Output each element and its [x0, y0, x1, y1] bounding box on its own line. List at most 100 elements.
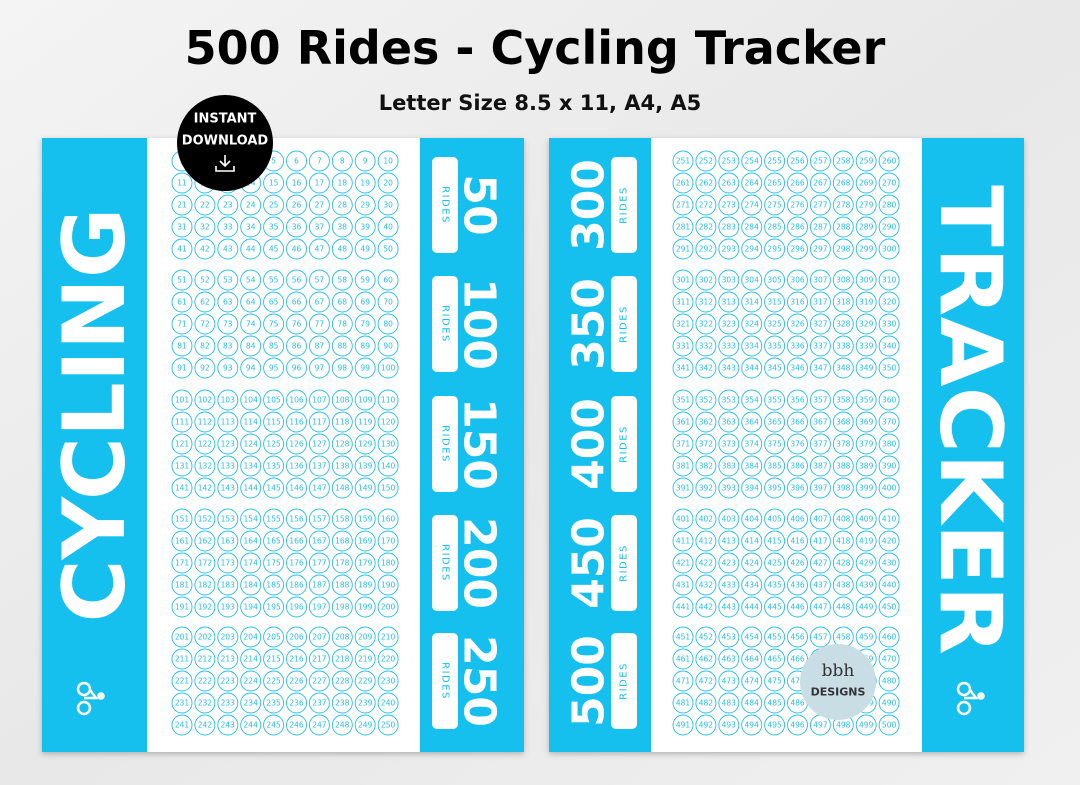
ride-number: 442: [699, 603, 714, 612]
ride-circle: [764, 648, 786, 670]
ride-circle: [240, 433, 262, 455]
ride-circle: [331, 389, 353, 411]
ride-number: 321: [676, 320, 691, 329]
ride-number: 217: [312, 655, 327, 664]
ride-number: 260: [882, 157, 897, 166]
ride-circle: [764, 389, 786, 411]
ride-number: 495: [767, 721, 782, 730]
rides-total: 50: [454, 174, 505, 235]
ride-circle: [286, 216, 307, 238]
ride-circle: [377, 357, 399, 379]
ride-number: 391: [676, 484, 691, 493]
ride-circle: [194, 596, 216, 618]
ride-circle: [286, 269, 307, 291]
ride-number: 377: [813, 440, 828, 449]
ride-circle: [171, 389, 193, 411]
ride-number: 187: [312, 581, 327, 590]
rides-total: 350: [564, 278, 615, 370]
ride-number: 485: [767, 699, 782, 708]
ride-number: 366: [790, 418, 805, 427]
ride-number: 403: [722, 515, 737, 524]
ride-circle: [354, 596, 376, 618]
ride-number: 425: [767, 559, 782, 568]
ride-circle: [787, 552, 808, 574]
ride-circle: [354, 194, 376, 216]
ride-number: 433: [722, 581, 737, 590]
ride-circle: [331, 455, 353, 477]
rides-total: 200: [454, 517, 505, 609]
ride-circle: [217, 626, 239, 648]
ride-circle: [331, 692, 353, 714]
ride-circle: [832, 552, 854, 574]
ride-circle: [240, 648, 262, 670]
rides-total: 400: [564, 398, 615, 490]
ride-circle: [171, 357, 193, 379]
ride-number: 419: [859, 537, 874, 546]
ride-circle: [171, 508, 193, 530]
ride-circle: [718, 648, 740, 670]
ride-number: 327: [813, 320, 828, 329]
ride-circle: [308, 335, 330, 357]
ride-number: 309: [859, 276, 874, 285]
ride-number: 169: [358, 537, 373, 546]
ride-number: 39: [360, 223, 370, 232]
ride-circle: [308, 433, 330, 455]
ride-number: 389: [859, 462, 874, 471]
ride-circle: [263, 433, 285, 455]
ride-circle: [308, 216, 330, 238]
ride-circle: [377, 335, 399, 357]
ride-number: 264: [745, 179, 760, 188]
ride-circle: [354, 291, 376, 313]
ride-circle: [741, 574, 763, 596]
rides-box: [611, 157, 637, 253]
ride-circle: [695, 335, 717, 357]
ride-number: 58: [338, 276, 348, 285]
ride-number: 337: [813, 342, 828, 351]
ride-number: 275: [767, 201, 782, 210]
rides-box: [432, 276, 458, 372]
ride-number: 143: [221, 484, 236, 493]
ride-number: 290: [882, 223, 897, 232]
ride-circle: [240, 670, 262, 692]
ride-circle: [855, 411, 877, 433]
ride-circle: [331, 648, 353, 670]
ride-number: 145: [266, 484, 281, 493]
ride-circle: [331, 626, 353, 648]
ride-number: 198: [335, 603, 350, 612]
ride-number: 277: [813, 201, 828, 210]
ride-number: 236: [289, 699, 304, 708]
ride-circle: [718, 150, 740, 172]
ride-circle: [809, 530, 831, 552]
ride-circle: [787, 455, 808, 477]
ride-circle: [308, 530, 330, 552]
ride-number: 393: [722, 484, 737, 493]
ride-number: 47: [315, 245, 325, 254]
ride-circle: [286, 477, 307, 499]
ride-number: 405: [767, 515, 782, 524]
ride-number: 71: [177, 320, 187, 329]
ride-number: 197: [312, 603, 327, 612]
ride-circle: [787, 626, 808, 648]
ride-number: 293: [722, 245, 737, 254]
ride-number: 165: [266, 537, 281, 546]
ride-number: 253: [722, 157, 737, 166]
ride-circle: [764, 626, 786, 648]
ride-circle: [240, 552, 262, 574]
ride-number: 134: [244, 462, 259, 471]
ride-circle: [354, 648, 376, 670]
rides-total: 150: [454, 398, 505, 490]
ride-number: 310: [882, 276, 897, 285]
ride-circle: [855, 714, 877, 736]
ride-circle: [377, 508, 399, 530]
logo: bbh DESIGNS: [800, 644, 876, 720]
ride-number: 354: [745, 396, 760, 405]
ride-number: 381: [676, 462, 691, 471]
ride-number: 168: [335, 537, 350, 546]
ride-circle: [741, 433, 763, 455]
ride-number: 33: [223, 223, 233, 232]
ride-circle: [878, 530, 900, 552]
ride-circle: [832, 313, 854, 335]
ride-number: 96: [292, 364, 302, 373]
ride-circle: [217, 455, 239, 477]
ride-number: 160: [381, 515, 396, 524]
